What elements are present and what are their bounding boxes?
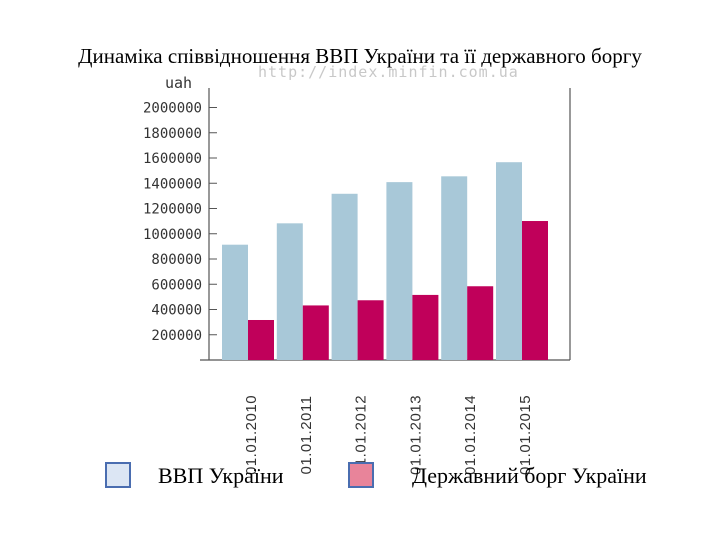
- y-tick-label: 1400000: [143, 176, 202, 192]
- bar-debt: [522, 221, 548, 360]
- bar-gdp: [276, 223, 303, 360]
- y-tick-label: 400000: [151, 303, 202, 319]
- legend-swatch-gdp: [105, 462, 131, 488]
- y-tick-label: 200000: [151, 328, 202, 344]
- bar-gdp: [496, 162, 522, 360]
- x-tick-label: 01.01.2011: [298, 396, 315, 475]
- y-tick-label: 1800000: [143, 126, 202, 142]
- watermark-text: http://index.minfin.com.ua: [258, 63, 519, 81]
- bar-debt: [302, 305, 329, 360]
- bar-debt: [248, 319, 274, 360]
- bar-debt: [467, 286, 494, 360]
- bar-debt: [357, 300, 384, 360]
- y-tick-label: 1200000: [143, 202, 202, 218]
- x-tick-label: 01.01.2013: [407, 395, 424, 475]
- legend-label-debt: Державний борг України: [412, 463, 647, 488]
- bar-gdp: [222, 244, 248, 360]
- y-tick-label: 800000: [151, 252, 202, 268]
- x-tick-label: 01.01.2012: [353, 395, 370, 475]
- x-tick-label: 01.01.2015: [517, 395, 534, 475]
- bar-gdp: [386, 182, 413, 360]
- chart-title: Динаміка співвідношення ВВП України та ї…: [78, 44, 642, 68]
- x-tick-label: 01.01.2014: [462, 395, 479, 475]
- x-tick-label: 01.01.2010: [243, 395, 260, 475]
- y-tick-label: 600000: [151, 277, 202, 293]
- bar-gdp: [331, 193, 358, 360]
- y-tick-label: 1600000: [143, 151, 202, 167]
- legend-swatch-debt: [348, 462, 374, 488]
- bar-gdp: [441, 176, 468, 360]
- y-axis-unit-label: uah: [165, 74, 192, 92]
- legend-label-gdp: ВВП України: [158, 463, 284, 488]
- y-tick-label: 2000000: [143, 101, 202, 117]
- y-tick-label: 1000000: [143, 227, 202, 243]
- bar-debt: [412, 294, 439, 360]
